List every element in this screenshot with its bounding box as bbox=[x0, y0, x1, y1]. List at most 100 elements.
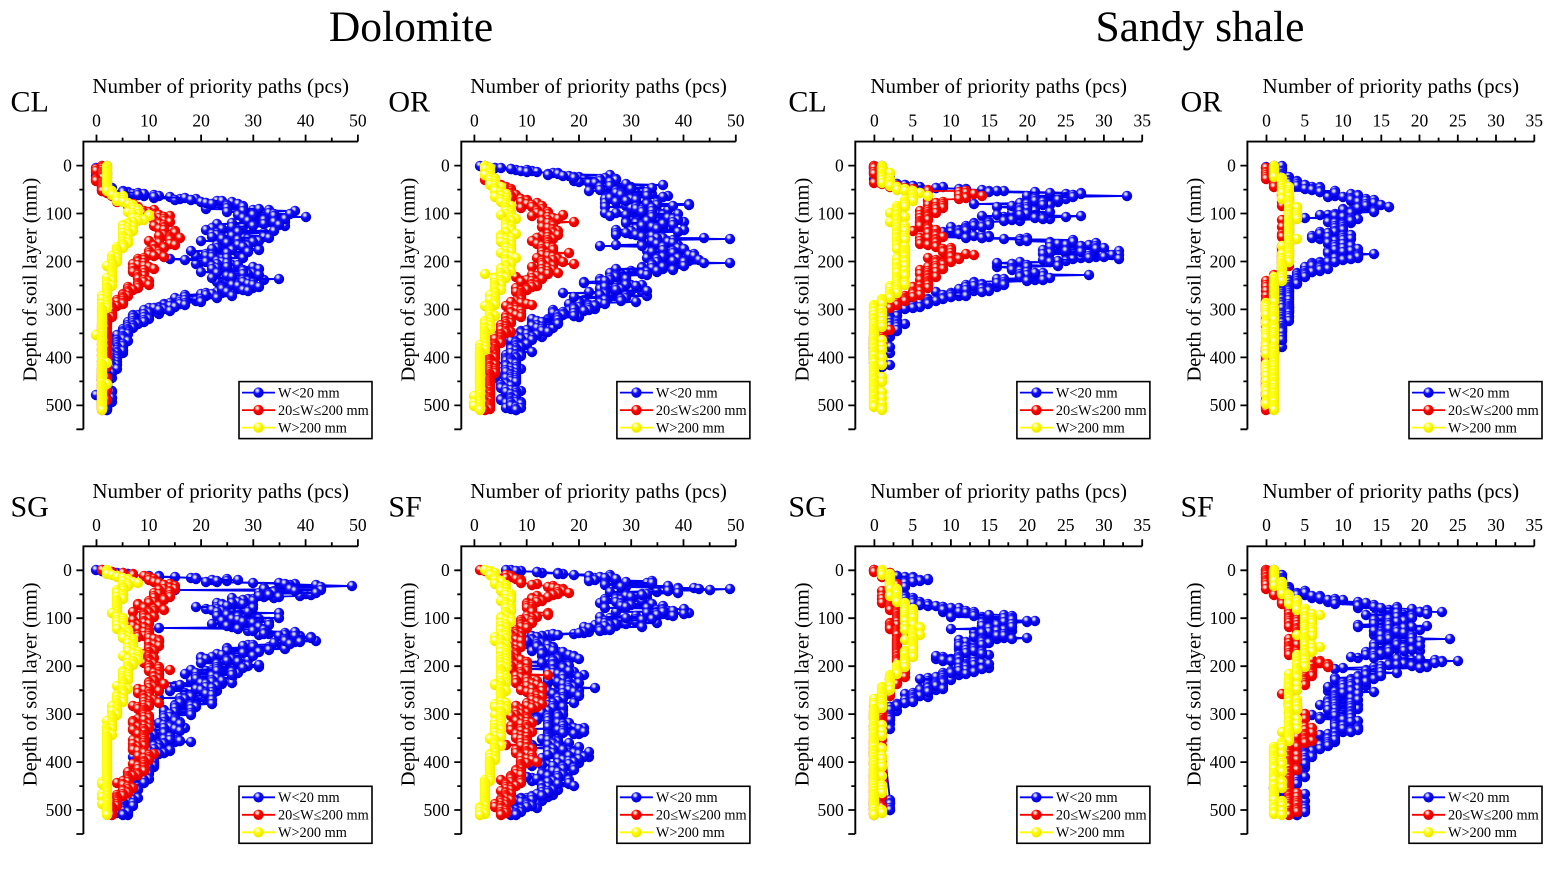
svg-text:20≤W≤200 mm: 20≤W≤200 mm bbox=[1448, 808, 1539, 824]
svg-text:Number of priority paths (pcs): Number of priority paths (pcs) bbox=[92, 479, 349, 503]
svg-text:500: 500 bbox=[1210, 800, 1237, 820]
svg-text:500: 500 bbox=[424, 395, 451, 415]
svg-text:10: 10 bbox=[942, 515, 960, 535]
svg-text:W<20 mm: W<20 mm bbox=[278, 385, 340, 401]
svg-text:100: 100 bbox=[818, 608, 845, 628]
svg-text:W<20 mm: W<20 mm bbox=[656, 385, 718, 401]
svg-text:10: 10 bbox=[518, 110, 536, 130]
svg-text:50: 50 bbox=[727, 515, 745, 535]
svg-text:25: 25 bbox=[1057, 515, 1075, 535]
svg-text:W<20 mm: W<20 mm bbox=[656, 790, 718, 806]
svg-text:100: 100 bbox=[818, 203, 845, 223]
svg-text:35: 35 bbox=[1526, 515, 1544, 535]
svg-text:Depth of soil layer (mm): Depth of soil layer (mm) bbox=[1183, 178, 1205, 382]
svg-text:10: 10 bbox=[140, 110, 158, 130]
svg-text:40: 40 bbox=[297, 515, 315, 535]
svg-text:W>200 mm: W>200 mm bbox=[1448, 420, 1517, 436]
svg-text:W>200 mm: W>200 mm bbox=[1056, 420, 1125, 436]
svg-text:Number of priority paths (pcs): Number of priority paths (pcs) bbox=[1262, 479, 1519, 503]
svg-text:30: 30 bbox=[622, 110, 640, 130]
svg-text:SF: SF bbox=[1181, 490, 1214, 523]
svg-text:W>200 mm: W>200 mm bbox=[278, 420, 347, 436]
svg-text:5: 5 bbox=[1300, 515, 1309, 535]
svg-text:20: 20 bbox=[1019, 110, 1037, 130]
svg-text:400: 400 bbox=[424, 752, 451, 772]
svg-text:100: 100 bbox=[1210, 203, 1237, 223]
svg-text:Number of priority paths (pcs): Number of priority paths (pcs) bbox=[870, 74, 1127, 98]
svg-text:500: 500 bbox=[818, 395, 845, 415]
svg-text:10: 10 bbox=[140, 515, 158, 535]
svg-text:15: 15 bbox=[980, 515, 998, 535]
svg-text:Depth of soil layer (mm): Depth of soil layer (mm) bbox=[791, 582, 813, 786]
svg-text:5: 5 bbox=[908, 515, 917, 535]
svg-text:20: 20 bbox=[570, 110, 588, 130]
svg-text:30: 30 bbox=[245, 110, 263, 130]
svg-text:Depth of soil layer (mm): Depth of soil layer (mm) bbox=[397, 178, 419, 382]
svg-text:300: 300 bbox=[1210, 299, 1237, 319]
svg-text:300: 300 bbox=[46, 299, 73, 319]
svg-text:100: 100 bbox=[1210, 608, 1237, 628]
svg-text:OR: OR bbox=[388, 86, 430, 119]
svg-text:Number of priority paths (pcs): Number of priority paths (pcs) bbox=[470, 479, 727, 503]
svg-text:20: 20 bbox=[1019, 515, 1037, 535]
svg-text:200: 200 bbox=[46, 656, 73, 676]
svg-text:20≤W≤200 mm: 20≤W≤200 mm bbox=[1056, 808, 1147, 824]
svg-text:W>200 mm: W>200 mm bbox=[278, 825, 347, 841]
svg-text:200: 200 bbox=[1210, 656, 1237, 676]
svg-text:300: 300 bbox=[424, 704, 451, 724]
svg-text:200: 200 bbox=[424, 251, 451, 271]
svg-text:W<20 mm: W<20 mm bbox=[1448, 790, 1510, 806]
svg-text:0: 0 bbox=[1262, 515, 1271, 535]
svg-text:40: 40 bbox=[675, 515, 693, 535]
svg-text:30: 30 bbox=[1095, 515, 1113, 535]
svg-text:Depth of soil layer (mm): Depth of soil layer (mm) bbox=[19, 582, 41, 786]
svg-text:400: 400 bbox=[46, 752, 73, 772]
svg-text:200: 200 bbox=[46, 251, 73, 271]
svg-text:SG: SG bbox=[11, 490, 49, 523]
svg-text:10: 10 bbox=[518, 515, 536, 535]
svg-text:400: 400 bbox=[1210, 752, 1237, 772]
svg-text:30: 30 bbox=[1487, 515, 1505, 535]
svg-text:30: 30 bbox=[622, 515, 640, 535]
svg-text:300: 300 bbox=[424, 299, 451, 319]
svg-text:0: 0 bbox=[441, 156, 450, 176]
svg-text:Depth of soil layer (mm): Depth of soil layer (mm) bbox=[791, 178, 813, 382]
svg-text:Sandy shale: Sandy shale bbox=[1095, 3, 1304, 51]
svg-text:20: 20 bbox=[192, 110, 210, 130]
svg-text:500: 500 bbox=[818, 800, 845, 820]
svg-text:30: 30 bbox=[1487, 110, 1505, 130]
svg-text:W>200 mm: W>200 mm bbox=[656, 825, 725, 841]
svg-text:300: 300 bbox=[46, 704, 73, 724]
svg-text:Number of priority paths (pcs): Number of priority paths (pcs) bbox=[92, 74, 349, 98]
svg-text:0: 0 bbox=[835, 560, 844, 580]
svg-text:40: 40 bbox=[675, 110, 693, 130]
svg-text:40: 40 bbox=[297, 110, 315, 130]
svg-text:20: 20 bbox=[570, 515, 588, 535]
svg-text:0: 0 bbox=[1262, 110, 1271, 130]
svg-text:Number of priority paths (pcs): Number of priority paths (pcs) bbox=[470, 74, 727, 98]
svg-text:0: 0 bbox=[92, 110, 101, 130]
svg-text:30: 30 bbox=[245, 515, 263, 535]
svg-text:OR: OR bbox=[1181, 86, 1223, 119]
svg-text:50: 50 bbox=[349, 515, 367, 535]
svg-text:0: 0 bbox=[63, 560, 72, 580]
svg-text:300: 300 bbox=[1210, 704, 1237, 724]
svg-text:W>200 mm: W>200 mm bbox=[656, 420, 725, 436]
svg-text:20: 20 bbox=[1411, 110, 1429, 130]
svg-text:400: 400 bbox=[818, 752, 845, 772]
svg-text:400: 400 bbox=[1210, 347, 1237, 367]
svg-text:300: 300 bbox=[818, 299, 845, 319]
svg-text:0: 0 bbox=[1227, 560, 1236, 580]
svg-text:50: 50 bbox=[349, 110, 367, 130]
svg-text:300: 300 bbox=[818, 704, 845, 724]
svg-text:35: 35 bbox=[1133, 515, 1151, 535]
svg-text:W>200 mm: W>200 mm bbox=[1056, 825, 1125, 841]
svg-text:400: 400 bbox=[424, 347, 451, 367]
svg-text:CL: CL bbox=[11, 86, 49, 119]
svg-text:200: 200 bbox=[424, 656, 451, 676]
svg-text:20≤W≤200 mm: 20≤W≤200 mm bbox=[278, 403, 369, 419]
svg-text:20: 20 bbox=[1411, 515, 1429, 535]
svg-text:Depth of soil layer (mm): Depth of soil layer (mm) bbox=[1183, 582, 1205, 786]
svg-text:Depth of soil layer (mm): Depth of soil layer (mm) bbox=[397, 582, 419, 786]
svg-text:Number of priority paths (pcs): Number of priority paths (pcs) bbox=[1262, 74, 1519, 98]
